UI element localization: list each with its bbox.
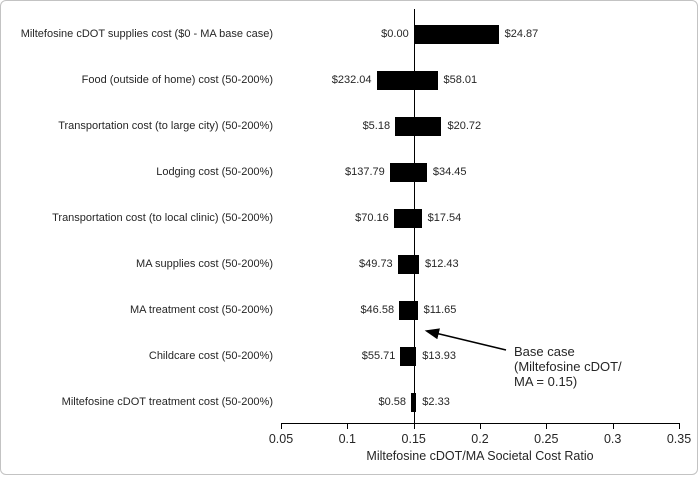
low-end-value-label: $5.18 <box>362 120 391 132</box>
high-end-value-label: $12.43 <box>425 258 459 270</box>
x-axis-tick <box>347 423 349 429</box>
high-end-value-label: $17.54 <box>427 212 462 224</box>
tornado-bar <box>393 209 422 228</box>
low-end-value-label: $0.58 <box>378 396 406 408</box>
x-axis-tick-label: 0.3 <box>603 432 622 446</box>
x-axis-tick <box>480 423 481 429</box>
x-axis-tick-label: 0.1 <box>338 432 356 446</box>
x-axis-tick <box>281 423 282 429</box>
x-axis-tick-label: 0.35 <box>666 432 692 446</box>
annotation-line: MA = 0.15) <box>514 374 578 389</box>
x-axis-title: Miltefosine cDOT/MA Societal Cost Ratio <box>366 449 594 463</box>
tornado-bar <box>399 301 418 320</box>
x-axis-tick <box>546 423 548 429</box>
annotation-line: (Miltefosine cDOT/ <box>514 359 622 374</box>
category-label: MA supplies cost (50-200%) <box>136 258 273 270</box>
x-axis-tick-label: 0.05 <box>268 432 294 446</box>
low-end-value-label: $55.71 <box>361 350 396 362</box>
category-label: MA treatment cost (50-200%) <box>129 304 273 316</box>
tornado-bar <box>389 163 427 182</box>
low-end-value-label: $46.58 <box>360 304 395 316</box>
category-label: Miltefosine cDOT supplies cost ($0 - MA … <box>20 28 273 40</box>
x-axis-tick-label: 0.25 <box>534 432 559 446</box>
high-end-value-label: $20.72 <box>447 120 482 132</box>
high-end-value-label: $34.45 <box>432 166 467 178</box>
low-end-value-label: $232.04 <box>331 74 372 86</box>
base-case-annotation: Base case (Miltefosine cDOT/ MA = 0.15) <box>514 344 622 389</box>
high-end-value-label: $58.01 <box>443 74 478 86</box>
base-case-arrow-icon <box>424 328 507 351</box>
category-label: Childcare cost (50-200%) <box>148 350 273 362</box>
x-axis-tick-label: 0.15 <box>401 432 426 446</box>
category-label: Lodging cost (50-200%) <box>156 166 273 178</box>
tornado-bar <box>400 347 417 366</box>
tornado-bar <box>397 255 419 274</box>
high-end-value-label: $24.87 <box>504 28 539 40</box>
tornado-bar <box>413 25 499 44</box>
tornado-bar <box>395 117 442 136</box>
x-axis-tick <box>679 423 680 429</box>
high-end-value-label: $11.65 <box>423 304 457 316</box>
tornado-bar <box>376 71 438 90</box>
base-case-line <box>413 9 415 429</box>
category-label: Food (outside of home) cost (50-200%) <box>81 74 273 86</box>
x-axis-tick <box>612 423 614 429</box>
category-label: Transportation cost (to local clinic) (5… <box>52 212 273 224</box>
high-end-value-label: $13.93 <box>422 350 456 362</box>
tornado-bar <box>411 393 417 412</box>
low-end-value-label: $137.79 <box>345 166 385 178</box>
high-end-value-label: $2.33 <box>422 396 450 408</box>
category-label: Miltefosine cDOT treatment cost (50-200%… <box>61 396 273 408</box>
category-label: Transportation cost (to large city) (50-… <box>58 120 273 132</box>
low-end-value-label: $0.00 <box>381 28 409 40</box>
x-axis-tick-label: 0.2 <box>471 432 489 446</box>
low-end-value-label: $49.73 <box>359 258 393 270</box>
low-end-value-label: $70.16 <box>355 212 389 224</box>
annotation-line: Base case <box>514 344 575 359</box>
